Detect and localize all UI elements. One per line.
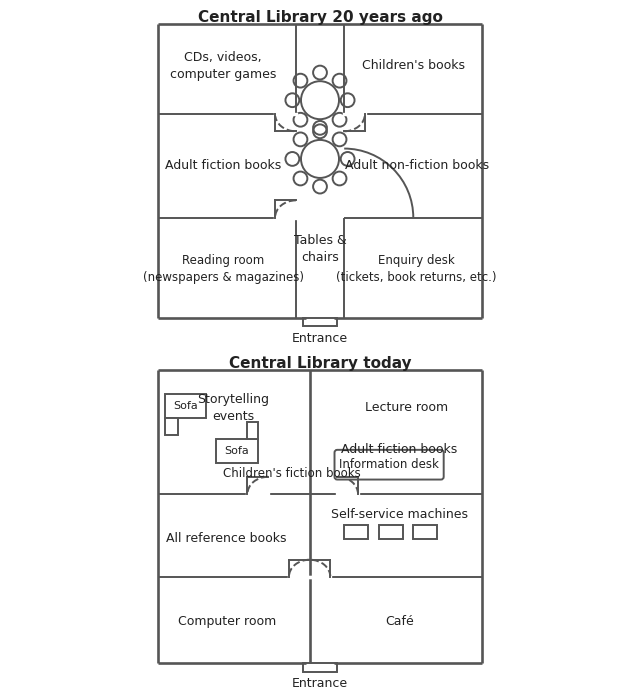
- Text: Entrance: Entrance: [292, 332, 348, 345]
- Bar: [164, 394, 206, 418]
- Text: Information desk: Information desk: [339, 458, 439, 471]
- Text: Reading room
(newspapers & magazines): Reading room (newspapers & magazines): [143, 254, 304, 285]
- Text: Adult fiction books: Adult fiction books: [341, 443, 458, 455]
- Bar: [248, 422, 258, 439]
- Text: Computer room: Computer room: [177, 616, 276, 628]
- Bar: [413, 525, 438, 539]
- Text: Café: Café: [385, 616, 414, 628]
- Text: Children's fiction books: Children's fiction books: [223, 467, 361, 480]
- Text: Children's books: Children's books: [362, 59, 465, 72]
- Text: All reference books: All reference books: [166, 533, 287, 545]
- Bar: [379, 525, 403, 539]
- Text: Enquiry desk
(tickets, book returns, etc.): Enquiry desk (tickets, book returns, etc…: [337, 254, 497, 285]
- Text: Storytelling
events: Storytelling events: [198, 392, 269, 423]
- Text: Central Library today: Central Library today: [228, 356, 412, 371]
- Text: CDs, videos,
computer games: CDs, videos, computer games: [170, 50, 276, 81]
- Text: Sofa: Sofa: [225, 446, 250, 456]
- Bar: [303, 663, 337, 672]
- Text: Adult fiction books: Adult fiction books: [165, 160, 282, 172]
- Text: Sofa: Sofa: [173, 401, 198, 411]
- Text: Lecture room: Lecture room: [365, 401, 448, 414]
- Text: Entrance: Entrance: [292, 677, 348, 690]
- Text: Adult non-fiction books: Adult non-fiction books: [345, 160, 489, 172]
- FancyBboxPatch shape: [335, 450, 444, 480]
- Bar: [344, 525, 369, 539]
- Text: Tables &
chairs: Tables & chairs: [294, 234, 346, 264]
- Bar: [303, 318, 337, 327]
- Text: Self-service machines: Self-service machines: [331, 509, 468, 521]
- Bar: [216, 439, 258, 463]
- Bar: [164, 418, 179, 435]
- Text: Central Library 20 years ago: Central Library 20 years ago: [198, 10, 442, 26]
